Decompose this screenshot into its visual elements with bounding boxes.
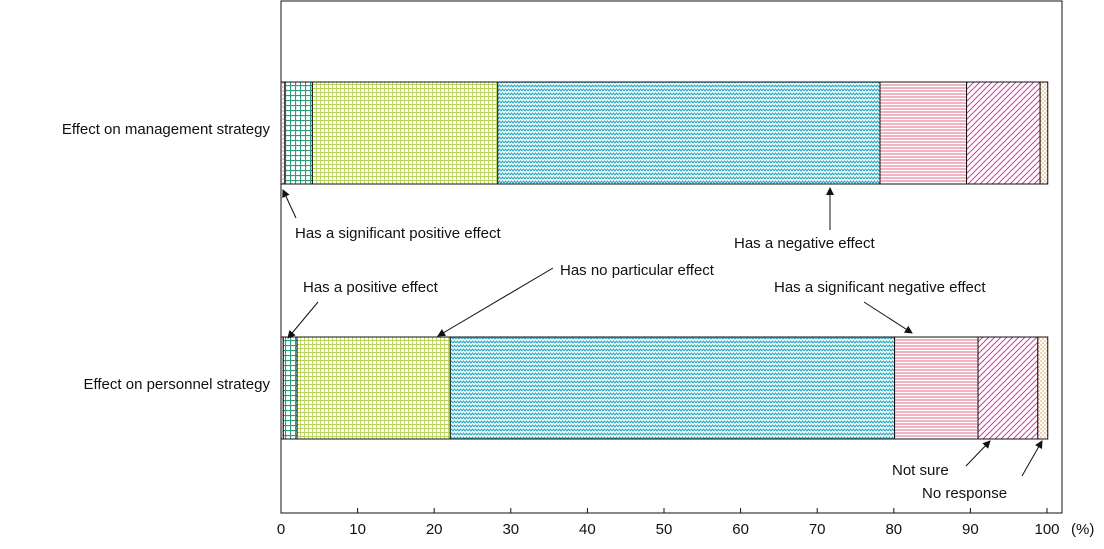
arrow-significant-negative xyxy=(863,301,913,334)
x-tick-label-20: 20 xyxy=(426,521,443,538)
arrow-not-sure xyxy=(965,440,991,467)
bar-effect-on-personnel-strategy-has-a-significant-negative-effect xyxy=(894,336,979,440)
arrow-significant-positive xyxy=(282,189,297,219)
bar-effect-on-personnel-strategy-has-a-positive-effect xyxy=(282,336,298,440)
bar-effect-on-management-strategy-has-a-negative-effect xyxy=(497,81,881,185)
bar-effect-on-personnel-strategy-not-sure xyxy=(977,336,1039,440)
arrow-no-particular xyxy=(437,267,554,337)
annotations: Has a significant positive effect Has a … xyxy=(295,225,1007,502)
category-label-effect-on-management-strategy: Effect on management strategy xyxy=(62,121,271,138)
annotation-significant-negative: Has a significant negative effect xyxy=(774,279,986,296)
bar-effect-on-management-strategy-has-no-particular-effect xyxy=(311,81,499,185)
plot-frame xyxy=(280,0,1063,514)
annotation-no-particular: Has no particular effect xyxy=(560,262,715,279)
x-tick-label-30: 30 xyxy=(502,521,519,538)
x-tick-label-70: 70 xyxy=(809,521,826,538)
x-tick-label-90: 90 xyxy=(962,521,979,538)
bar-effect-on-management-strategy-has-a-significant-positive-effect xyxy=(280,81,286,185)
bar-effect-on-personnel-strategy-has-no-particular-effect xyxy=(296,336,451,440)
x-tick-label-40: 40 xyxy=(579,521,596,538)
x-tick-label-80: 80 xyxy=(885,521,902,538)
annotation-arrows xyxy=(282,187,1043,477)
x-tick-label-50: 50 xyxy=(656,521,673,538)
bar-effect-on-management-strategy-no-response xyxy=(1039,81,1049,185)
annotation-negative: Has a negative effect xyxy=(734,235,875,252)
category-labels: Effect on management strategy Effect on p… xyxy=(62,121,271,393)
x-tick-label-0: 0 xyxy=(277,521,285,538)
bar-effect-on-management-strategy-not-sure xyxy=(966,81,1041,185)
annotation-positive: Has a positive effect xyxy=(303,279,439,296)
x-axis-unit: (%) xyxy=(1071,521,1094,538)
bar-effect-on-personnel-strategy-has-a-negative-effect xyxy=(449,336,896,440)
x-tick-label-100: 100 xyxy=(1034,521,1059,538)
bar-effect-on-personnel-strategy-no-response xyxy=(1037,336,1049,440)
x-tick-label-60: 60 xyxy=(732,521,749,538)
annotation-significant-positive: Has a significant positive effect xyxy=(295,225,501,242)
annotation-no-response: No response xyxy=(922,485,1007,502)
category-label-effect-on-personnel-strategy: Effect on personnel strategy xyxy=(83,376,270,393)
x-tick-label-10: 10 xyxy=(349,521,366,538)
bars-layer xyxy=(280,81,1049,440)
bar-effect-on-management-strategy-has-a-significant-negative-effect xyxy=(879,81,968,185)
arrow-positive xyxy=(287,301,319,339)
arrow-no-response xyxy=(1021,440,1043,477)
bar-effect-on-management-strategy-has-a-positive-effect xyxy=(284,81,313,185)
x-axis: 0 10 20 30 40 50 60 70 80 90 100 (%) xyxy=(277,508,1094,538)
annotation-not-sure: Not sure xyxy=(892,462,949,479)
